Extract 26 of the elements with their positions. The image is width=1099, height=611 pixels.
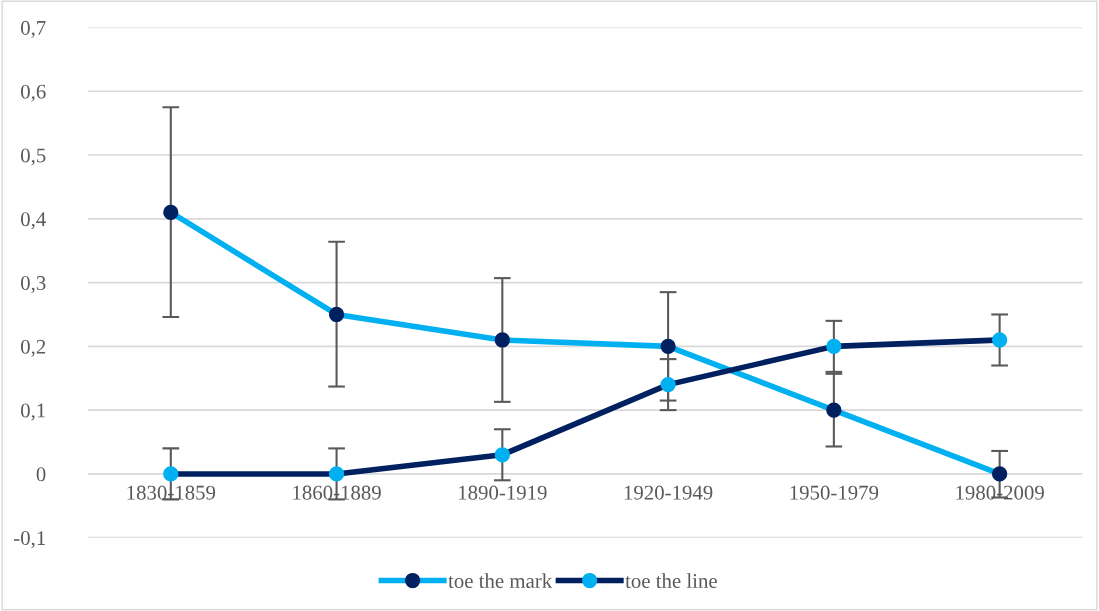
- point: [660, 376, 676, 393]
- y-tick-label: 0,1: [21, 403, 45, 421]
- y-tick-label: -0,1: [14, 531, 45, 549]
- point: [826, 402, 842, 418]
- point: [494, 447, 510, 463]
- y-tick-label: 0,2: [21, 339, 46, 357]
- y-tick-label: 0,7: [21, 20, 46, 38]
- point: [163, 204, 179, 221]
- y-tick-label: 0,4: [21, 212, 46, 230]
- x-tick-label: 1920-1949: [624, 485, 713, 500]
- y-tick-label: 0,5: [21, 148, 46, 166]
- y-tick-label: 0,6: [21, 84, 46, 102]
- point: [494, 332, 510, 348]
- point: [991, 466, 1008, 482]
- point: [660, 338, 676, 355]
- y-tick-label: 0,3: [21, 275, 46, 294]
- legend-label: toe the mark: [448, 573, 553, 589]
- point: [991, 332, 1008, 348]
- x-tick-label: 1890-1919: [459, 485, 547, 500]
- y-tick-label: 0: [36, 467, 46, 482]
- point: [328, 306, 345, 323]
- point: [826, 338, 842, 355]
- legend-label: toe the line: [625, 573, 717, 589]
- x-tick-label: 1950-1979: [790, 485, 879, 500]
- point: [163, 466, 179, 482]
- point: [328, 466, 345, 482]
